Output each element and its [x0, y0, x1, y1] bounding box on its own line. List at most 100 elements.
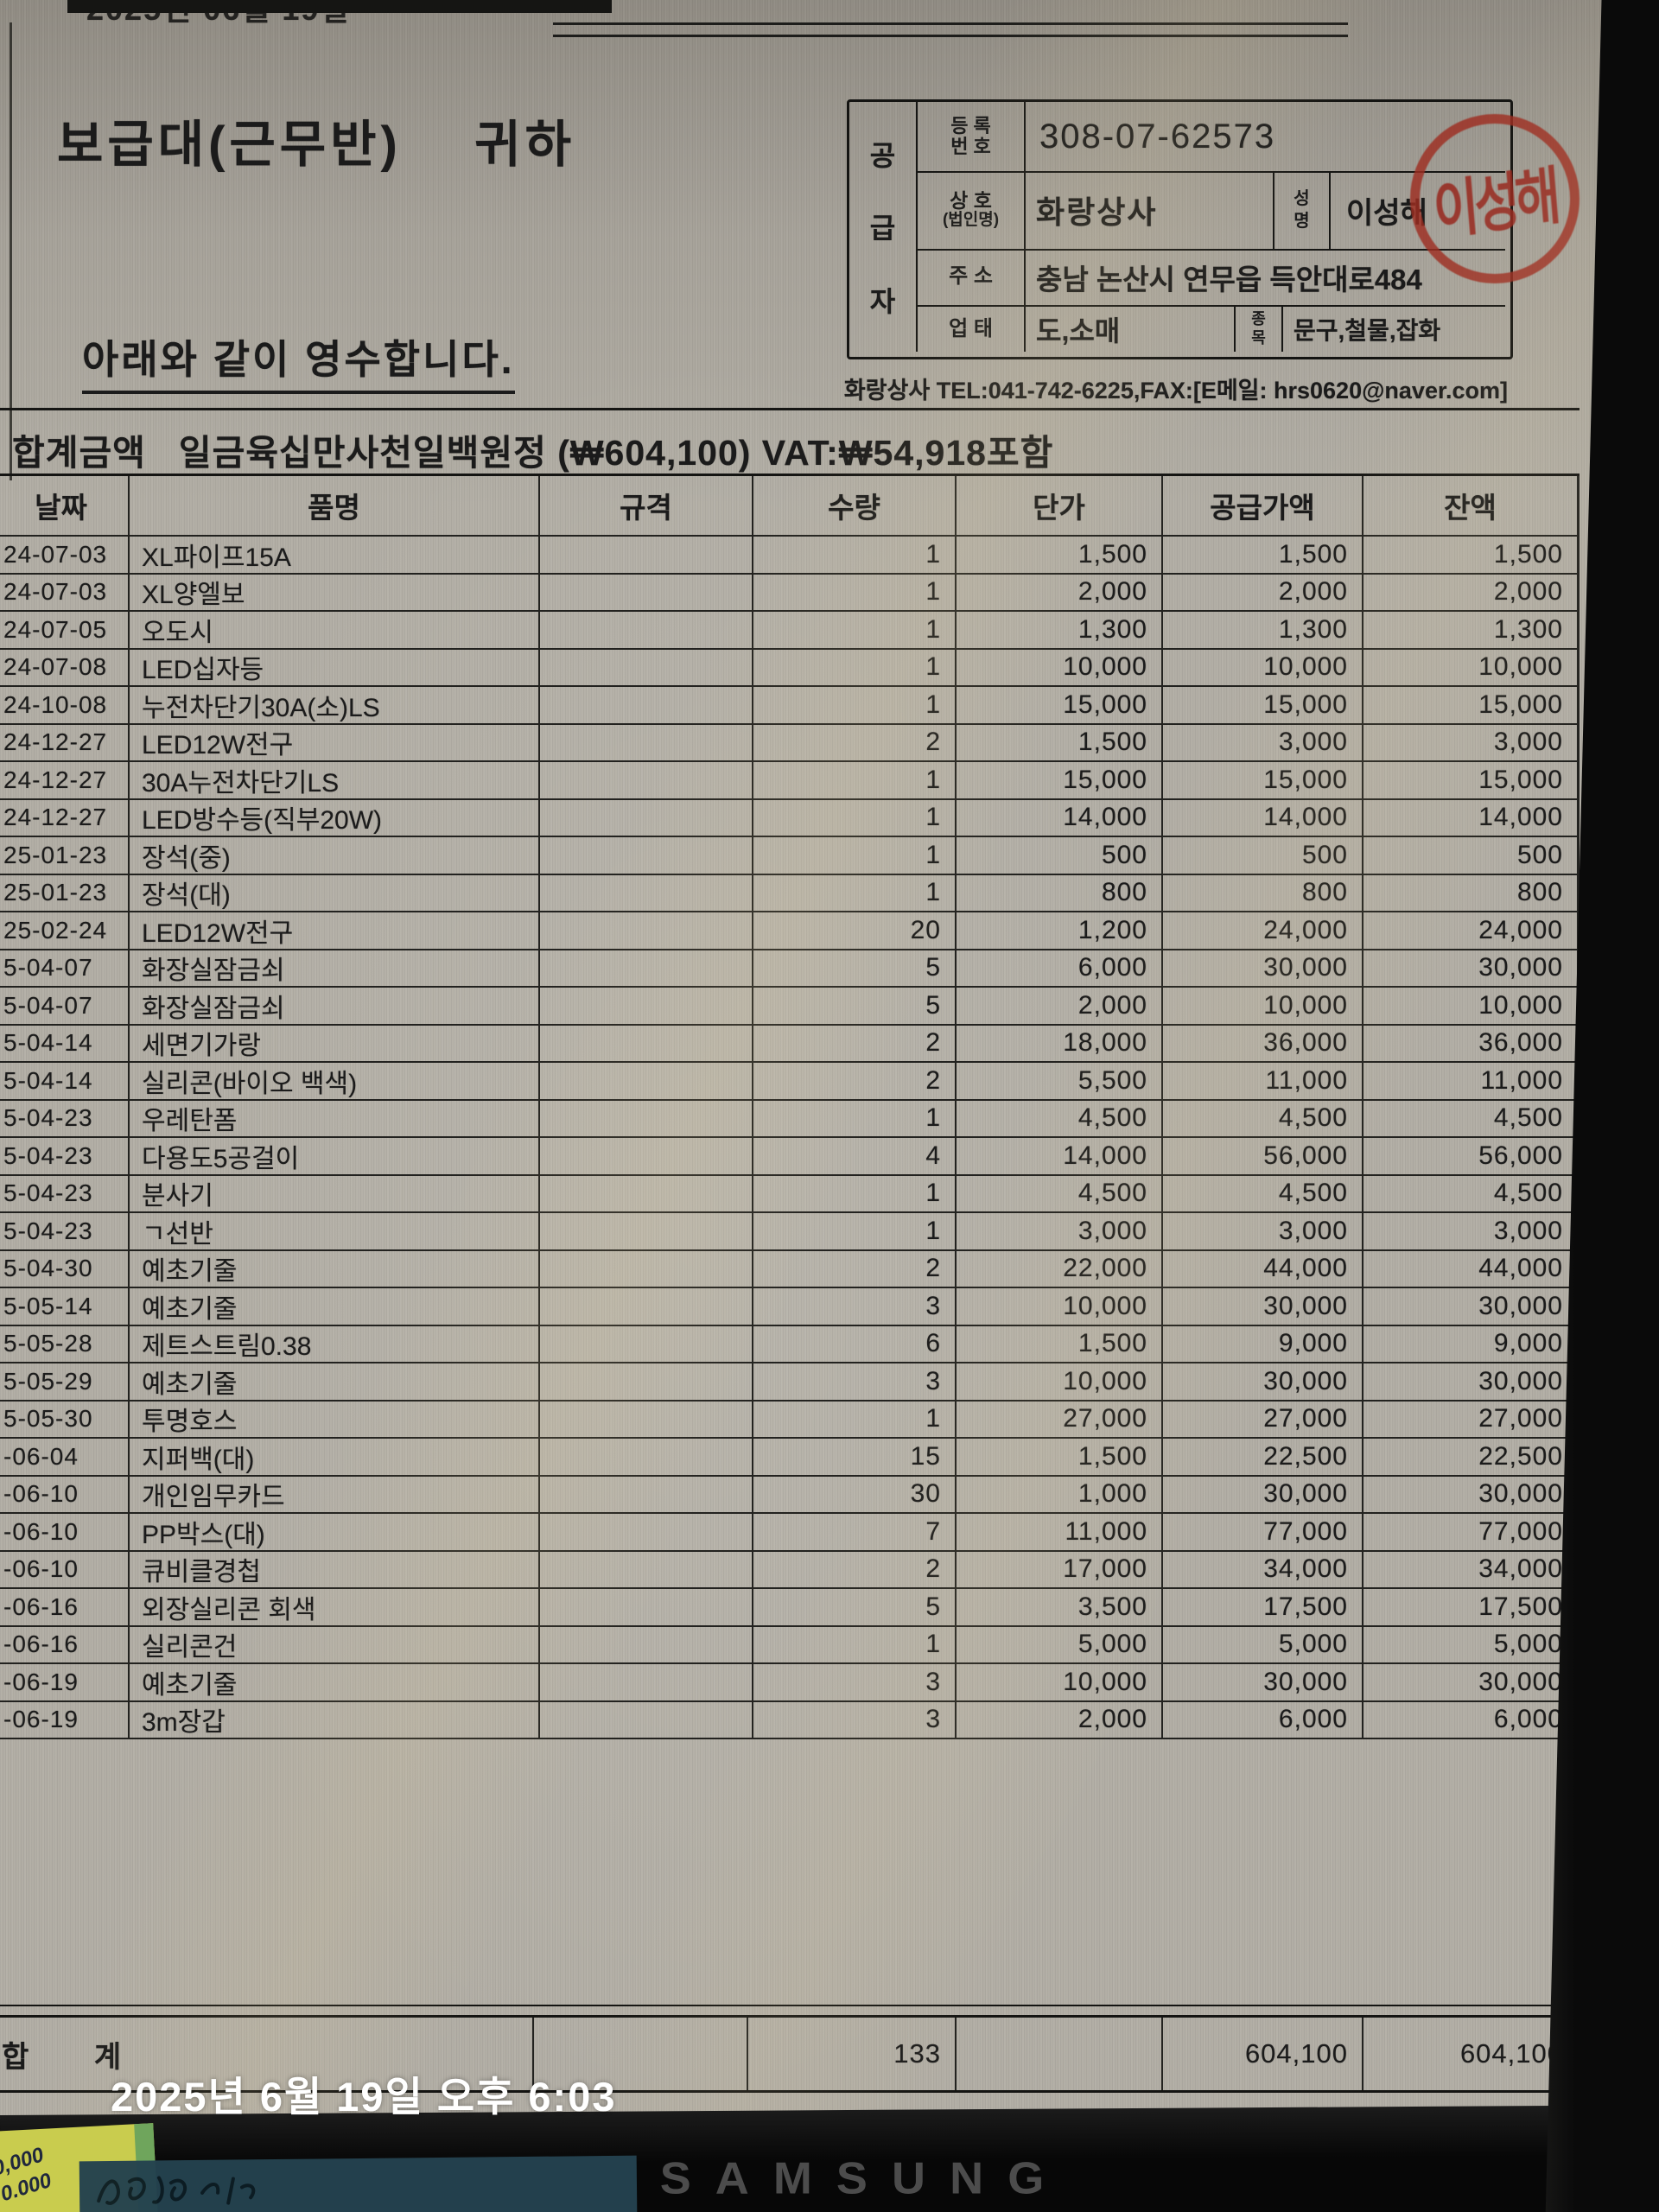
- label-line: 성: [1294, 189, 1310, 208]
- item-amount-cell: 5,000: [1163, 1626, 1363, 1664]
- item-amount-cell: 3,000: [1163, 724, 1363, 762]
- box-divider: [916, 171, 1505, 173]
- item-date-cell: 5-05-29: [0, 1363, 130, 1402]
- registration-label: 등 록 번 호: [918, 102, 1024, 171]
- item-balance-cell: 30,000: [1363, 1476, 1580, 1514]
- box-divider: [916, 249, 1505, 251]
- header-qty: 수량: [753, 476, 957, 537]
- item-amount-cell: 10,000: [1163, 649, 1363, 687]
- item-spec-cell: [540, 1589, 753, 1627]
- item-name-cell: 실리콘건: [130, 1626, 540, 1664]
- item-date-cell: 24-12-27: [0, 762, 130, 800]
- grand-total-label: 합계금액: [12, 433, 146, 473]
- registration-number: 308-07-62573: [1039, 117, 1276, 156]
- item-unit-cell: 17,000: [957, 1551, 1163, 1589]
- item-unit-cell: 15,000: [957, 687, 1163, 725]
- item-qty-cell: 2: [753, 1063, 957, 1101]
- item-name-cell: 큐비클경첩: [130, 1551, 540, 1589]
- top-double-rule: [553, 22, 1348, 37]
- category: 문구,철물,잡화: [1294, 317, 1441, 344]
- item-name-cell: 실리콘(바이오 백색): [130, 1063, 540, 1101]
- item-unit-cell: 500: [957, 837, 1163, 875]
- item-qty-cell: 1: [753, 837, 957, 875]
- item-balance-cell: 44,000: [1363, 1250, 1580, 1288]
- business-type: 도,소매: [1036, 315, 1121, 346]
- item-date-cell: 5-04-23: [0, 1100, 130, 1138]
- item-spec-cell: [540, 912, 753, 950]
- item-date-cell: -06-16: [0, 1626, 130, 1664]
- box-divider: [916, 305, 1505, 307]
- grand-total-line: 합계금액 일금육십만사천일백원정 (₩604,100) VAT:₩54,918포함: [12, 423, 1053, 475]
- item-amount-cell: 14,000: [1163, 799, 1363, 837]
- item-balance-cell: 3,000: [1363, 724, 1580, 762]
- item-qty-cell: 20: [753, 912, 957, 950]
- label-line: 등 록: [950, 114, 991, 137]
- label-line: 상 호: [950, 188, 992, 212]
- item-name-cell: 3m장갑: [130, 1701, 540, 1739]
- item-spec-cell: [540, 649, 753, 687]
- item-spec-cell: [540, 1701, 753, 1739]
- item-spec-cell: [540, 1288, 753, 1326]
- item-date-cell: -06-19: [0, 1701, 130, 1739]
- tape-handwriting-scribble: [97, 2176, 256, 2205]
- item-balance-cell: 6,000: [1363, 1701, 1580, 1739]
- item-spec-cell: [540, 1664, 753, 1702]
- box-divider: [1329, 173, 1331, 249]
- item-name-cell: ㄱ선반: [130, 1213, 540, 1251]
- item-qty-cell: 1: [753, 574, 957, 612]
- item-name-cell: 오도시: [130, 612, 540, 650]
- item-amount-cell: 17,500: [1163, 1589, 1363, 1627]
- item-amount-cell: 77,000: [1163, 1514, 1363, 1552]
- header-date: 날짜: [0, 476, 130, 537]
- item-qty-cell: 1: [753, 874, 957, 912]
- item-balance-cell: 500: [1363, 837, 1580, 875]
- label-line: 업 태: [949, 316, 993, 340]
- label-line: 주 소: [949, 264, 993, 289]
- item-date-cell: 5-04-23: [0, 1138, 130, 1176]
- label-tape: [79, 2155, 638, 2212]
- item-date-cell: -06-10: [0, 1476, 130, 1514]
- item-spec-cell: [540, 1063, 753, 1101]
- side-label-char: 급: [869, 213, 896, 245]
- item-name-cell: 투명호스: [130, 1401, 540, 1439]
- horizontal-rule: [0, 408, 1580, 410]
- item-qty-cell: 2: [753, 1025, 957, 1063]
- item-qty-cell: 1: [753, 649, 957, 687]
- header-amount: 공급가액: [1163, 476, 1363, 537]
- item-name-cell: 다용도5공걸이: [130, 1138, 540, 1176]
- item-unit-cell: 3,500: [957, 1589, 1163, 1627]
- item-spec-cell: [540, 537, 753, 575]
- item-name-cell: 누전차단기30A(소)LS: [130, 687, 540, 725]
- item-amount-cell: 22,500: [1163, 1439, 1363, 1477]
- item-qty-cell: 1: [753, 612, 957, 650]
- item-date-cell: -06-10: [0, 1514, 130, 1552]
- item-qty-cell: 1: [753, 1175, 957, 1213]
- label-line: 명: [1294, 212, 1310, 231]
- item-balance-cell: 15,000: [1363, 762, 1580, 800]
- item-name-cell: 우레탄폼: [130, 1100, 540, 1138]
- item-unit-cell: 1,300: [957, 612, 1163, 650]
- label-line: 종: [1251, 310, 1266, 328]
- item-qty-cell: 1: [753, 537, 957, 575]
- item-qty-cell: 3: [753, 1363, 957, 1402]
- item-spec-cell: [540, 1551, 753, 1589]
- item-qty-cell: 1: [753, 799, 957, 837]
- item-spec-cell: [540, 1401, 753, 1439]
- item-unit-cell: 1,500: [957, 1325, 1163, 1363]
- item-spec-cell: [540, 837, 753, 875]
- item-name-cell: 외장실리콘 회색: [130, 1589, 540, 1627]
- item-spec-cell: [540, 1363, 753, 1402]
- item-qty-cell: 4: [753, 1138, 957, 1176]
- item-amount-cell: 30,000: [1163, 1288, 1363, 1326]
- item-balance-cell: 14,000: [1363, 799, 1580, 837]
- item-unit-cell: 4,500: [957, 1175, 1163, 1213]
- item-unit-cell: 1,000: [957, 1476, 1163, 1514]
- item-balance-cell: 34,000: [1363, 1551, 1580, 1589]
- total-label: 합 계: [0, 2018, 534, 2090]
- item-unit-cell: 4,500: [957, 1100, 1163, 1138]
- box-divider: [1024, 102, 1026, 352]
- item-date-cell: 24-07-08: [0, 649, 130, 687]
- item-unit-cell: 3,000: [957, 1213, 1163, 1251]
- total-row: 합 계 133 604,100 604,100: [0, 2015, 1580, 2093]
